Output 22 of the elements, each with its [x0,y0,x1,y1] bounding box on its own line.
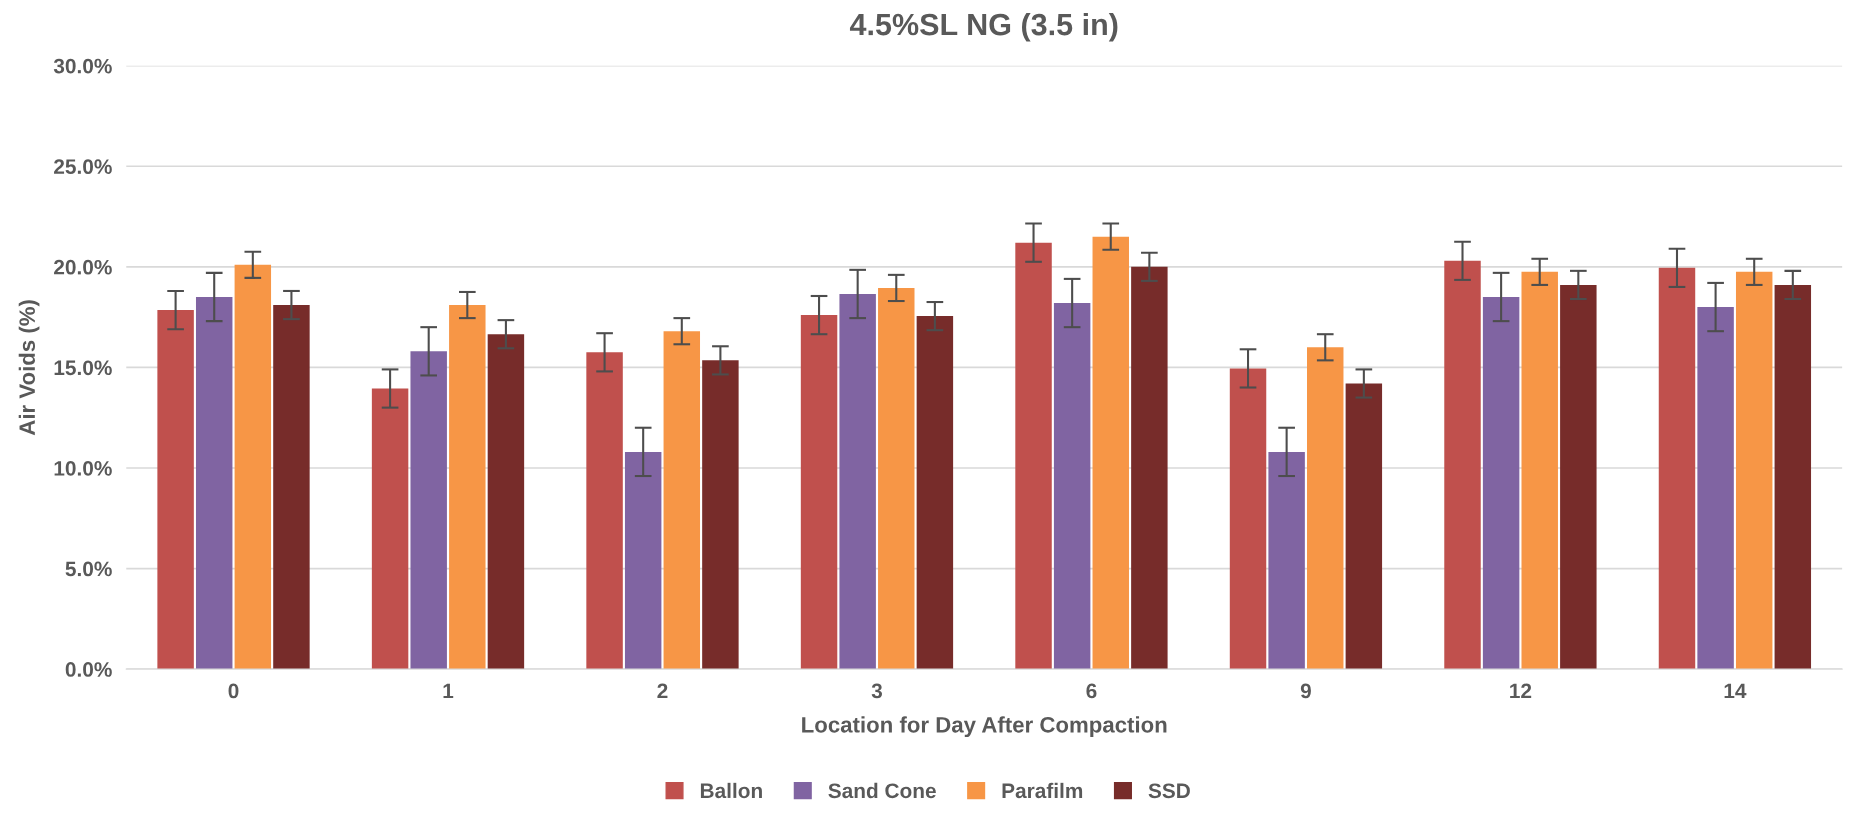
x-tick-label: 12 [1510,683,1532,699]
y-tick-label: 20.0% [54,259,112,275]
y-tick-label: 25.0% [54,159,112,175]
legend-label: SSD [1148,783,1190,799]
x-tick-label: 6 [1086,683,1097,699]
y-tick-label: 5.0% [65,561,112,577]
x-tick-label: 14 [1724,683,1747,699]
y-axis-title: Air Voids (%) [18,300,40,436]
x-tick-label: 2 [657,683,668,699]
x-tick-label: 1 [443,683,454,699]
x-tick-label: 9 [1300,683,1311,699]
y-tick-label: 15.0% [54,360,112,376]
chart-title: 4.5%SL NG (3.5 in) [849,12,1118,42]
y-tick-label: 30.0% [53,58,112,74]
legend-label: Ballon [700,782,762,799]
y-tick-label: 0.0% [65,662,112,677]
legend-label: Parafilm [1002,782,1083,799]
x-tick-label: 0 [228,683,239,699]
legend-label: Sand Cone [828,782,936,799]
x-axis-title: Location for Day After Compaction [802,716,1167,738]
y-tick-label: 10.0% [54,460,112,476]
x-tick-label: 3 [871,683,883,699]
